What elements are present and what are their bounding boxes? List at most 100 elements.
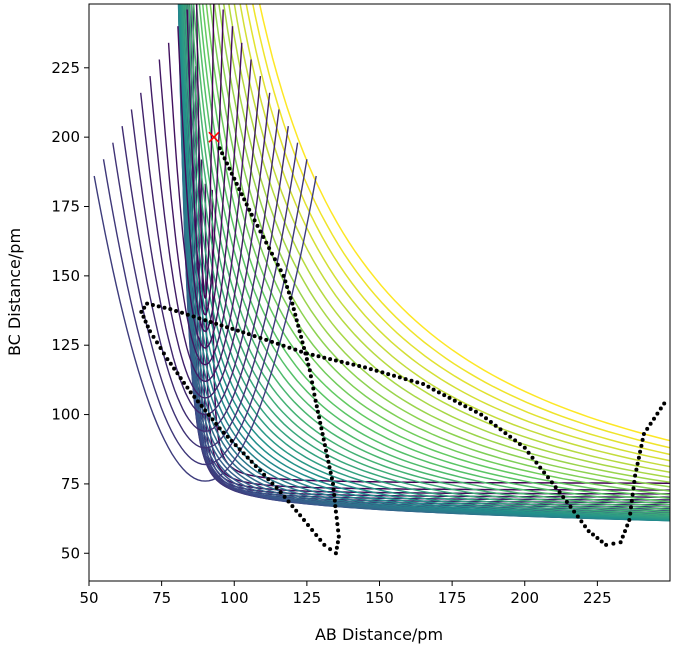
trajectory-point bbox=[311, 386, 316, 391]
trajectory-point bbox=[368, 367, 373, 372]
trajectory-point bbox=[156, 304, 161, 309]
trajectory-point bbox=[168, 307, 173, 312]
trajectory-point bbox=[604, 542, 609, 547]
trajectory-point bbox=[252, 218, 257, 223]
trajectory-point bbox=[206, 412, 211, 417]
trajectory-point bbox=[225, 325, 229, 330]
trajectory-point bbox=[336, 528, 341, 533]
trajectory-point bbox=[636, 455, 641, 460]
trajectory-point bbox=[627, 518, 632, 522]
trajectory-point bbox=[249, 459, 254, 464]
trajectory-point bbox=[306, 523, 310, 527]
trajectory-point bbox=[332, 493, 337, 497]
contour-line-24 bbox=[180, 4, 670, 520]
trajectory-point bbox=[313, 398, 318, 403]
trajectory-point bbox=[275, 262, 280, 267]
trajectory-point bbox=[318, 420, 323, 425]
trajectory-point bbox=[304, 357, 309, 362]
trajectory-point bbox=[299, 334, 304, 339]
y-tick-label-225: 225 bbox=[51, 59, 80, 77]
trajectory-point bbox=[517, 442, 522, 447]
contour-line-29 bbox=[188, 4, 670, 513]
trajectory-point bbox=[203, 408, 208, 413]
x-tick-label-150: 150 bbox=[365, 589, 394, 607]
y-axis-label: BC Distance/pm bbox=[5, 228, 24, 356]
trajectory-point bbox=[175, 371, 180, 376]
basin-line-11 bbox=[93, 175, 317, 482]
trajectory-point bbox=[314, 533, 319, 537]
trajectory-point bbox=[287, 345, 292, 350]
trajectory-point bbox=[317, 415, 322, 420]
trajectory-point bbox=[648, 421, 653, 426]
trajectory-point bbox=[258, 229, 263, 234]
trajectory-point bbox=[155, 340, 159, 345]
trajectory-point bbox=[168, 361, 173, 366]
trajectory-point bbox=[655, 411, 660, 416]
trajectory-point bbox=[586, 529, 591, 534]
trajectory-point bbox=[308, 374, 313, 379]
contour-line-36 bbox=[209, 4, 670, 492]
trajectory-point bbox=[199, 403, 204, 408]
trajectory-point bbox=[310, 380, 315, 385]
trajectory-point bbox=[293, 347, 298, 352]
trajectory-point bbox=[508, 434, 513, 439]
contour-line-22 bbox=[178, 4, 670, 522]
trajectory-point bbox=[304, 351, 309, 356]
trajectory-point bbox=[639, 443, 644, 448]
trajectory-point bbox=[225, 161, 229, 166]
basin-line-9 bbox=[112, 142, 299, 449]
trajectory-point bbox=[331, 487, 336, 492]
trajectory-point bbox=[239, 192, 244, 197]
trajectory-point bbox=[452, 398, 457, 403]
trajectory-point bbox=[513, 438, 518, 443]
trajectory-point bbox=[310, 352, 315, 357]
trajectory-point bbox=[632, 479, 637, 484]
contour-line-21 bbox=[178, 4, 670, 522]
trajectory-point bbox=[658, 406, 663, 411]
trajectory-point bbox=[258, 468, 262, 473]
trajectory-point bbox=[229, 171, 234, 176]
trajectory-point bbox=[290, 301, 295, 306]
trajectory-point bbox=[247, 207, 252, 212]
trajectory-point bbox=[579, 519, 584, 524]
start-marker bbox=[208, 131, 220, 143]
x-tick-label-100: 100 bbox=[220, 589, 249, 607]
trajectory-point bbox=[285, 285, 290, 289]
trajectory-point bbox=[162, 305, 167, 310]
trajectory-point bbox=[409, 378, 414, 383]
trajectory-point bbox=[333, 509, 338, 514]
trajectory-point bbox=[143, 319, 148, 324]
trajectory-point bbox=[281, 273, 286, 278]
trajectory-point bbox=[306, 362, 311, 367]
trajectory-point bbox=[473, 409, 478, 414]
trajectory-point bbox=[172, 366, 177, 371]
trajectory-point bbox=[315, 409, 320, 414]
contour-line-43 bbox=[245, 4, 670, 456]
start-marker-stroke-b bbox=[208, 131, 220, 143]
basin-line-7 bbox=[130, 109, 280, 416]
x-tick-label-50: 50 bbox=[79, 589, 98, 607]
trajectory-point bbox=[345, 361, 350, 366]
trajectory-point bbox=[235, 328, 240, 333]
trajectory-point bbox=[267, 246, 272, 251]
contour-line-44 bbox=[252, 4, 670, 449]
trajectory-point bbox=[241, 330, 246, 335]
trajectory-point bbox=[484, 416, 488, 421]
trajectory-point bbox=[334, 545, 339, 550]
contour-line-33 bbox=[198, 4, 670, 503]
trajectory-point bbox=[322, 542, 327, 547]
trajectory-point bbox=[538, 465, 543, 470]
y-tick-label-200: 200 bbox=[51, 128, 80, 146]
trajectory-point bbox=[488, 420, 493, 424]
trajectory-point bbox=[542, 470, 547, 475]
trajectory-point bbox=[458, 401, 462, 406]
basin-line-2 bbox=[177, 26, 234, 333]
trajectory-point bbox=[203, 318, 208, 323]
trajectory-point bbox=[161, 351, 166, 356]
trajectory-point bbox=[618, 540, 623, 545]
trajectory-point bbox=[332, 498, 337, 503]
trajectory-point bbox=[141, 314, 146, 319]
trajectory-point bbox=[638, 449, 643, 454]
trajectory-point bbox=[599, 539, 604, 544]
trajectory-point bbox=[611, 541, 616, 546]
